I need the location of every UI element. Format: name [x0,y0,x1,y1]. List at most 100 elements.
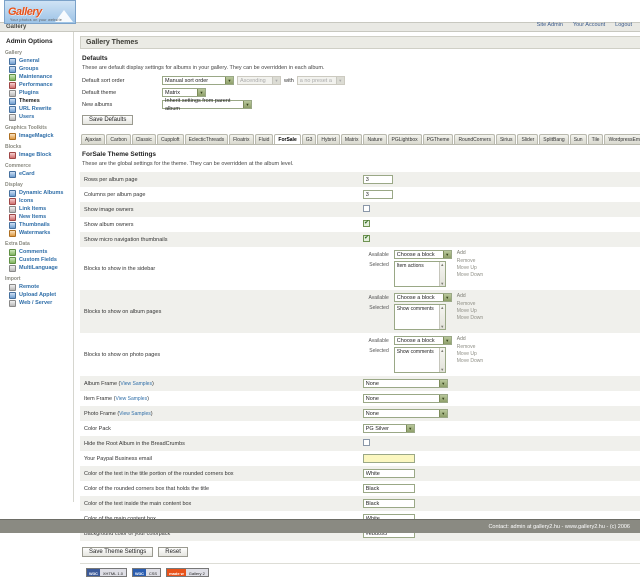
album-frame-select[interactable]: None▼ [363,379,448,388]
show-album-owners-checkbox[interactable] [363,220,370,227]
sidebar-item-multilanguage[interactable]: MultiLanguage [4,264,70,272]
sidebar-item-thumbnails[interactable]: Thumbnails [4,221,70,229]
blocks-to-show-in-the-sidebar-selected-list[interactable]: Item actions▲▼ [394,261,446,287]
blocks-to-show-in-the-sidebar-move-up-button[interactable]: Move Up [457,265,483,271]
sidebar-item-new-items[interactable]: New Items [4,213,70,221]
list-item[interactable]: Show comments [397,306,443,312]
scroll-up-icon[interactable]: ▲ [440,262,444,267]
view-samples-link[interactable]: View Samples [115,396,147,402]
sidebar-item-remote[interactable]: Remote [4,283,70,291]
blocks-to-show-on-album-pages-remove-button[interactable]: Remove [457,301,483,307]
blocks-to-show-on-album-pages-add-button[interactable]: Add [457,293,483,299]
sidebar-item-custom-fields[interactable]: Custom Fields [4,256,70,264]
tab-g3[interactable]: G3 [302,134,317,144]
sidebar-item-performance[interactable]: Performance [4,81,70,89]
view-samples-link[interactable]: View Samples [119,411,151,417]
link-your-account[interactable]: Your Account [573,22,605,28]
reset-button[interactable]: Reset [158,547,188,557]
show-micro-navigation-thumbnails-checkbox[interactable] [363,235,370,242]
sidebar-item-groups[interactable]: Groups [4,65,70,73]
blocks-to-show-in-the-sidebar-add-button[interactable]: Add [457,250,483,256]
tab-forsale[interactable]: ForSale [274,134,300,145]
tab-classic[interactable]: Classic [132,134,156,144]
blocks-to-show-on-photo-pages-available-select[interactable]: Choose a block▼ [394,336,452,345]
link-site-admin[interactable]: Site Admin [537,22,563,28]
tab-wordpressembedded[interactable]: WordpressEmbedded [604,134,640,144]
color-white-input[interactable] [363,469,415,478]
columns-per-album-page-input[interactable] [363,190,393,199]
blocks-to-show-on-album-pages-selected-list[interactable]: Show comments▲▼ [394,304,446,330]
blocks-to-show-in-the-sidebar-remove-button[interactable]: Remove [457,258,483,264]
scroll-down-icon[interactable]: ▼ [440,367,444,372]
blocks-to-show-in-the-sidebar-move-down-button[interactable]: Move Down [457,272,483,278]
sidebar-item-maintenance[interactable]: Maintenance [4,73,70,81]
sidebar-item-ecard[interactable]: eCard [4,170,70,178]
paypal-email-input[interactable] [363,454,415,463]
item-frame-select[interactable]: None▼ [363,394,448,403]
hide-root-album-checkbox[interactable] [363,439,370,446]
list-item[interactable]: Item actions [397,263,443,269]
tab-splitbang[interactable]: SplitBang [539,134,568,144]
blocks-to-show-in-the-sidebar-available-select[interactable]: Choose a block▼ [394,250,452,259]
tab-nature[interactable]: Nature [363,134,386,144]
color-black-input[interactable] [363,499,415,508]
validation-badge[interactable]: made wGallery 2 [166,568,209,577]
blocks-to-show-on-photo-pages-move-down-button[interactable]: Move Down [457,358,483,364]
save-theme-settings-button[interactable]: Save Theme Settings [82,547,153,557]
tab-floatrix[interactable]: Floatrix [229,134,253,144]
tab-pglightbox[interactable]: PGLightbox [388,134,422,144]
tab-sun[interactable]: Sun [570,134,587,144]
gallery-logo[interactable]: Gallery Your photos on your website [4,0,76,24]
blocks-to-show-on-photo-pages-remove-button[interactable]: Remove [457,344,483,350]
tab-hybrid[interactable]: Hybrid [317,134,339,144]
tab-carbon[interactable]: Carbon [106,134,130,144]
sidebar-item-plugins[interactable]: Plugins [4,89,70,97]
scroll-up-icon[interactable]: ▲ [440,305,444,310]
blocks-to-show-on-photo-pages-add-button[interactable]: Add [457,336,483,342]
scrollbar[interactable]: ▲▼ [439,305,445,329]
sort-direction-select[interactable]: Ascending ▼ [237,76,281,85]
scroll-down-icon[interactable]: ▼ [440,281,444,286]
blocks-to-show-on-album-pages-available-select[interactable]: Choose a block▼ [394,293,452,302]
sidebar-item-image-block[interactable]: Image Block [4,151,70,159]
scrollbar[interactable]: ▲▼ [439,262,445,286]
link-logout[interactable]: Logout [615,22,632,28]
tab-eclecticthreads[interactable]: EclecticThreads [185,134,229,144]
blocks-to-show-on-album-pages-move-up-button[interactable]: Move Up [457,308,483,314]
tab-ajaxian[interactable]: Ajaxian [81,134,105,144]
tab-roundcorners[interactable]: RoundCorners [454,134,495,144]
view-samples-link[interactable]: View Samples [120,381,152,387]
tab-sirius[interactable]: Sirius [496,134,517,144]
blocks-to-show-on-photo-pages-selected-list[interactable]: Show comments▲▼ [394,347,446,373]
default-sort-order-select[interactable]: Manual sort order ▼ [162,76,234,85]
sidebar-item-web-server[interactable]: Web / Server [4,299,70,307]
sidebar-item-imagemagick[interactable]: ImageMagick [4,132,70,140]
sidebar-item-icons[interactable]: Icons [4,197,70,205]
color-black-input[interactable] [363,484,415,493]
save-defaults-button[interactable]: Save Defaults [82,115,133,125]
tab-slider[interactable]: Slider [517,134,538,144]
sidebar-item-dynamic-albums[interactable]: Dynamic Albums [4,189,70,197]
tab-matrix[interactable]: Matrix [341,134,363,144]
list-item[interactable]: Show comments [397,349,443,355]
validation-badge[interactable]: W3CCSS [132,568,161,577]
sidebar-item-general[interactable]: General [4,57,70,65]
scrollbar[interactable]: ▲▼ [439,348,445,372]
rows-per-album-page-input[interactable] [363,175,393,184]
photo-frame-select[interactable]: None▼ [363,409,448,418]
breadcrumb-gallery[interactable]: Gallery [6,24,26,30]
new-albums-select[interactable]: Inherit settings from parent album ▼ [162,100,252,109]
tab-tile[interactable]: Tile [588,134,604,144]
scroll-up-icon[interactable]: ▲ [440,348,444,353]
preset-select[interactable]: a no preset a ▼ [297,76,345,85]
sidebar-item-link-items[interactable]: Link Items [4,205,70,213]
color-pack-select[interactable]: PG Silver▼ [363,424,415,433]
blocks-to-show-on-photo-pages-move-up-button[interactable]: Move Up [457,351,483,357]
show-image-owners-checkbox[interactable] [363,205,370,212]
tab-cupploft[interactable]: Cupploft [157,134,184,144]
sidebar-item-upload-applet[interactable]: Upload Applet [4,291,70,299]
sidebar-item-themes[interactable]: Themes [4,97,70,105]
sidebar-item-comments[interactable]: Comments [4,248,70,256]
scroll-down-icon[interactable]: ▼ [440,324,444,329]
tab-pgtheme[interactable]: PGTheme [423,134,454,144]
